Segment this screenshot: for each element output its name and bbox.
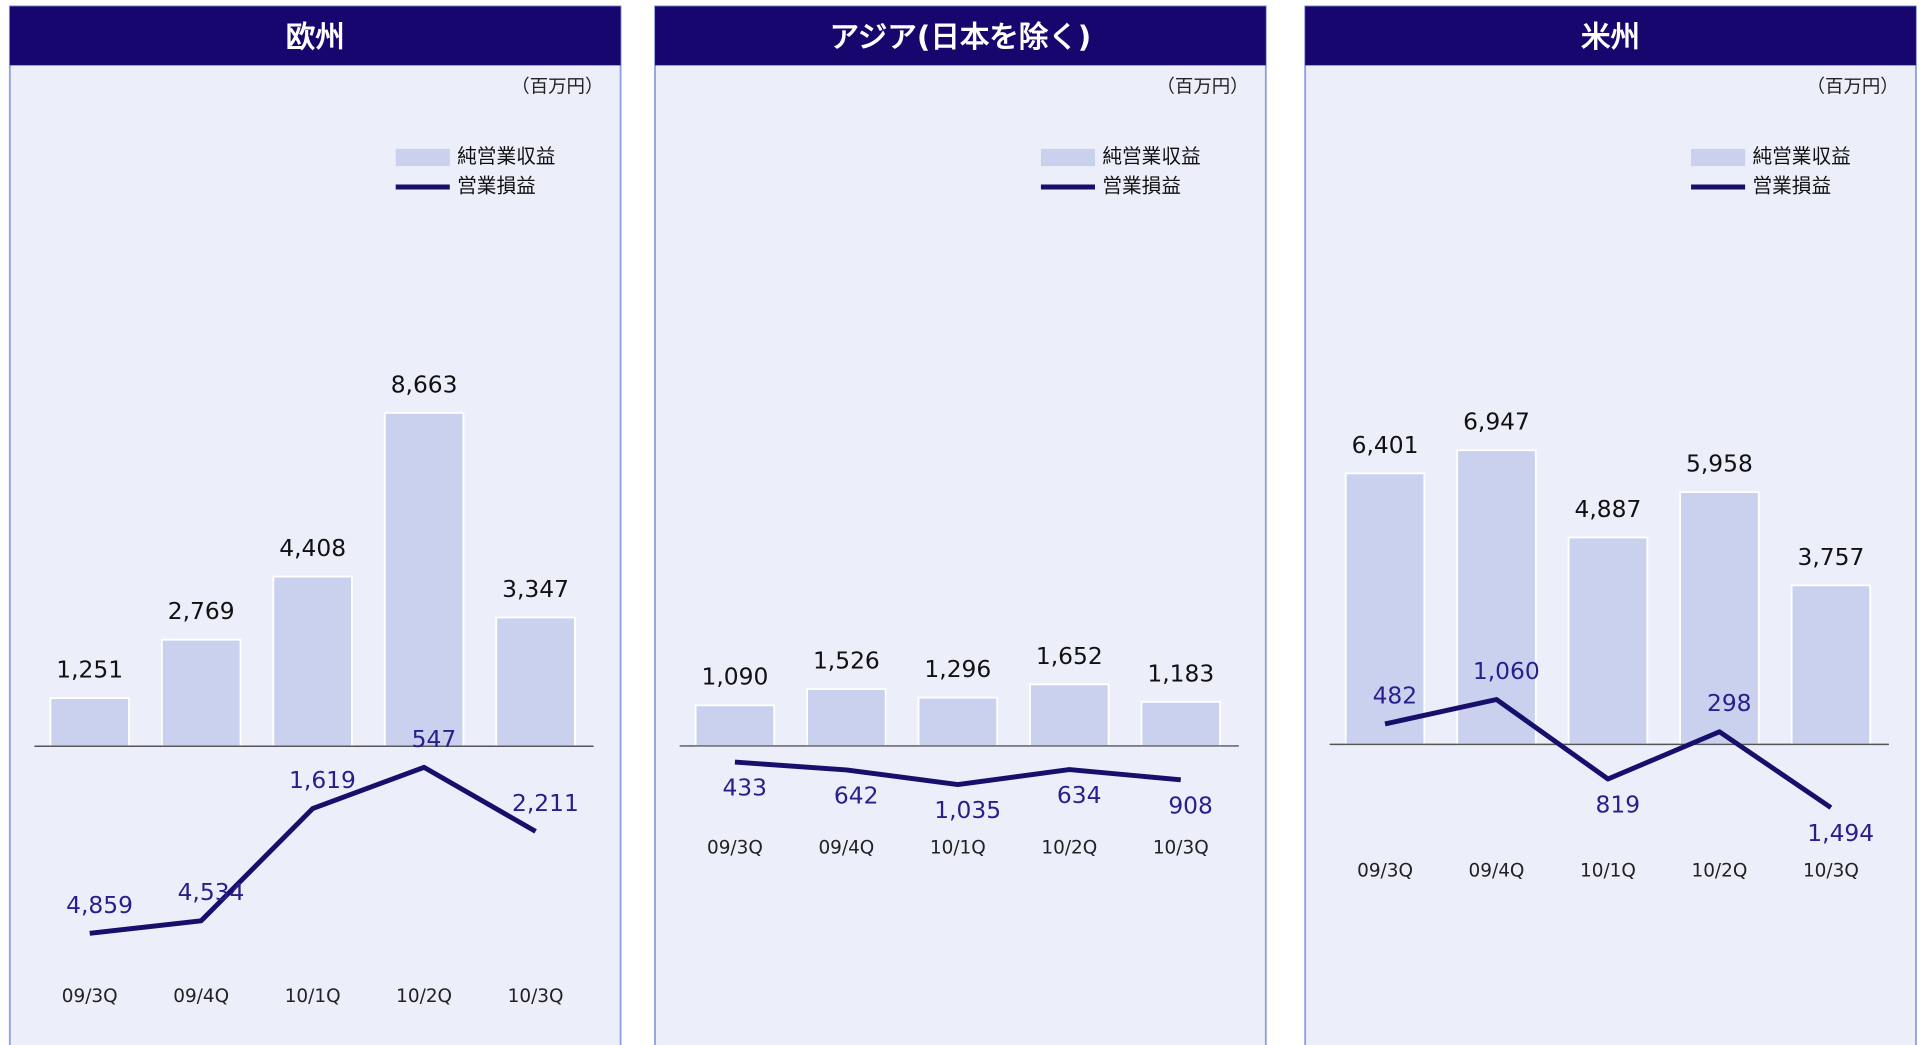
bar-value-label: 1,251 [56, 656, 123, 684]
unit-label: （百万円） [1156, 76, 1248, 97]
legend-label: 営業損益 [457, 174, 536, 197]
x-tick-label: 10/1Q [1580, 861, 1636, 882]
line-value-label: 4,859 [66, 891, 133, 919]
panel-header [1305, 6, 1916, 66]
legend-label: 純営業収益 [457, 145, 555, 168]
line [89, 764, 537, 936]
legend-label: 営業損益 [1102, 174, 1181, 197]
bar [917, 696, 999, 747]
panel-title: 米州 [1581, 20, 1640, 54]
x-tick-label: 10/1Q [930, 837, 986, 858]
bar-value-label: 5,958 [1686, 450, 1753, 478]
line [1384, 697, 1833, 810]
bar [1029, 683, 1110, 747]
panel-title: 欧州 [286, 20, 345, 54]
line-value-label: 547 [412, 725, 457, 753]
bar [806, 688, 887, 747]
legend-swatch [1040, 148, 1095, 167]
line-value-label: 1,619 [289, 766, 356, 794]
bar-value-label: 3,347 [502, 575, 569, 603]
x-tick-label: 10/3Q [508, 986, 564, 1007]
bar [694, 704, 776, 747]
line-value-label: 482 [1373, 681, 1418, 709]
line-value-label: 433 [722, 774, 767, 802]
x-tick-label: 10/2Q [1691, 861, 1747, 882]
legend-label: 純営業収益 [1752, 145, 1850, 168]
legend-swatch [395, 148, 450, 167]
bar-value-label: 1,090 [701, 663, 768, 691]
panel [654, 5, 1267, 1045]
legend-swatch [1691, 148, 1746, 167]
bar-value-label: 6,947 [1463, 408, 1530, 436]
x-tick-label: 10/3Q [1153, 837, 1209, 858]
bar-value-label: 6,401 [1352, 431, 1419, 459]
x-tick-label: 09/3Q [62, 986, 118, 1007]
panel [8, 5, 622, 1045]
legend-label: 純営業収益 [1102, 145, 1200, 168]
bar-value-label: 1,526 [813, 646, 880, 674]
x-tick-label: 09/4Q [1469, 861, 1525, 882]
bar-value-label: 4,408 [279, 534, 346, 562]
line-value-label: 819 [1596, 791, 1641, 819]
bar-value-label: 2,769 [168, 597, 235, 625]
unit-label: （百万円） [511, 76, 603, 97]
x-tick-label: 10/3Q [1803, 861, 1859, 882]
x-tick-label: 10/2Q [1041, 837, 1097, 858]
legend-label: 営業損益 [1752, 174, 1831, 197]
line-value-label: 642 [834, 781, 879, 809]
x-tick-label: 10/2Q [396, 986, 452, 1007]
bar-value-label: 1,183 [1147, 659, 1214, 687]
x-tick-label: 09/3Q [707, 837, 763, 858]
x-tick-label: 09/4Q [173, 986, 229, 1007]
bar [160, 638, 242, 748]
bar [1567, 536, 1649, 746]
line-value-label: 1,060 [1473, 657, 1540, 685]
panel-header [655, 6, 1266, 66]
bar [49, 697, 130, 748]
line-value-label: 1,494 [1807, 819, 1874, 847]
bar-value-label: 1,652 [1036, 642, 1103, 670]
line [734, 759, 1182, 788]
panel-header [9, 6, 621, 66]
x-tick-label: 10/1Q [285, 986, 341, 1007]
bar [1344, 472, 1426, 746]
bar [383, 411, 465, 748]
line-value-label: 4,534 [178, 878, 245, 906]
bar-value-label: 1,296 [924, 655, 991, 683]
unit-label: （百万円） [1807, 76, 1899, 97]
line-value-label: 298 [1707, 689, 1752, 717]
bar [1140, 700, 1222, 747]
x-tick-label: 09/4Q [818, 837, 874, 858]
bar-value-label: 8,663 [391, 370, 458, 398]
bar [272, 575, 353, 748]
line-value-label: 908 [1168, 791, 1213, 819]
bar [495, 616, 576, 748]
x-tick-label: 09/3Q [1357, 861, 1413, 882]
line-value-label: 1,035 [934, 796, 1001, 824]
bar-value-label: 3,757 [1797, 543, 1864, 571]
bar-value-label: 4,887 [1575, 495, 1642, 523]
line-value-label: 2,211 [512, 789, 579, 817]
panel-title: アジア(日本を除く) [830, 20, 1092, 54]
line-value-label: 634 [1057, 781, 1102, 809]
bar [1790, 584, 1872, 746]
